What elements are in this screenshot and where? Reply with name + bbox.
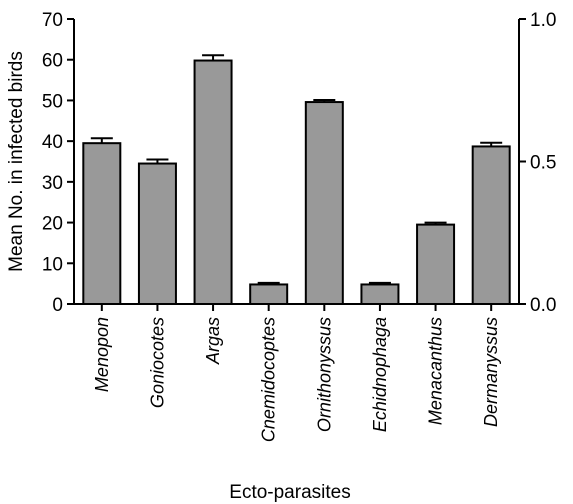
y-ticks-left: 0 10 20 30 40 50 60 70 <box>42 10 74 316</box>
y-tick-label: 40 <box>42 132 63 153</box>
bar-cnemidocoptes <box>249 283 289 306</box>
y-tick-label: 10 <box>42 254 63 275</box>
x-category-label: Dermanyssus <box>481 317 501 427</box>
y-tick-label: 0 <box>52 295 63 316</box>
error-bars <box>90 54 503 285</box>
y-tick-label: 60 <box>42 51 63 72</box>
y-axis-title: Mean No. in infected birds <box>6 51 27 272</box>
x-category-label: Echidnophaga <box>370 317 390 432</box>
x-category-labels: Menopon Goniocotes Argas Cnemidocoptes Ornit… <box>92 304 501 442</box>
bar-ornithonyssus <box>304 101 344 305</box>
bar-goniocotes <box>137 162 177 305</box>
bar-menopon <box>82 142 122 305</box>
y2-tick-label: 1.0 <box>530 10 556 31</box>
x-category-label: Menopon <box>92 317 112 392</box>
x-axis-title: Ecto-parasites <box>229 482 350 503</box>
y2-tick-label: 0.0 <box>530 295 556 316</box>
y-tick-label: 20 <box>42 214 63 235</box>
x-category-label: Menacanthus <box>426 317 446 425</box>
x-category-label: Cnemidocoptes <box>259 317 279 442</box>
y-tick-label: 50 <box>42 91 63 112</box>
x-category-label: Goniocotes <box>147 317 167 408</box>
bar-echidnophaga <box>360 283 400 306</box>
y2-tick-label: 0.5 <box>530 153 556 174</box>
x-category-label: Ornithonyssus <box>314 317 334 432</box>
bar-argas <box>193 59 233 306</box>
y-ticks-right: 0.0 0.5 1.0 <box>519 10 556 316</box>
bars <box>82 59 511 306</box>
y-tick-label: 70 <box>42 10 63 31</box>
bar-menacanthus <box>416 223 456 306</box>
y-tick-label: 30 <box>42 173 63 194</box>
bar-dermanyssus <box>471 145 511 305</box>
x-category-label: Argas <box>203 317 223 365</box>
